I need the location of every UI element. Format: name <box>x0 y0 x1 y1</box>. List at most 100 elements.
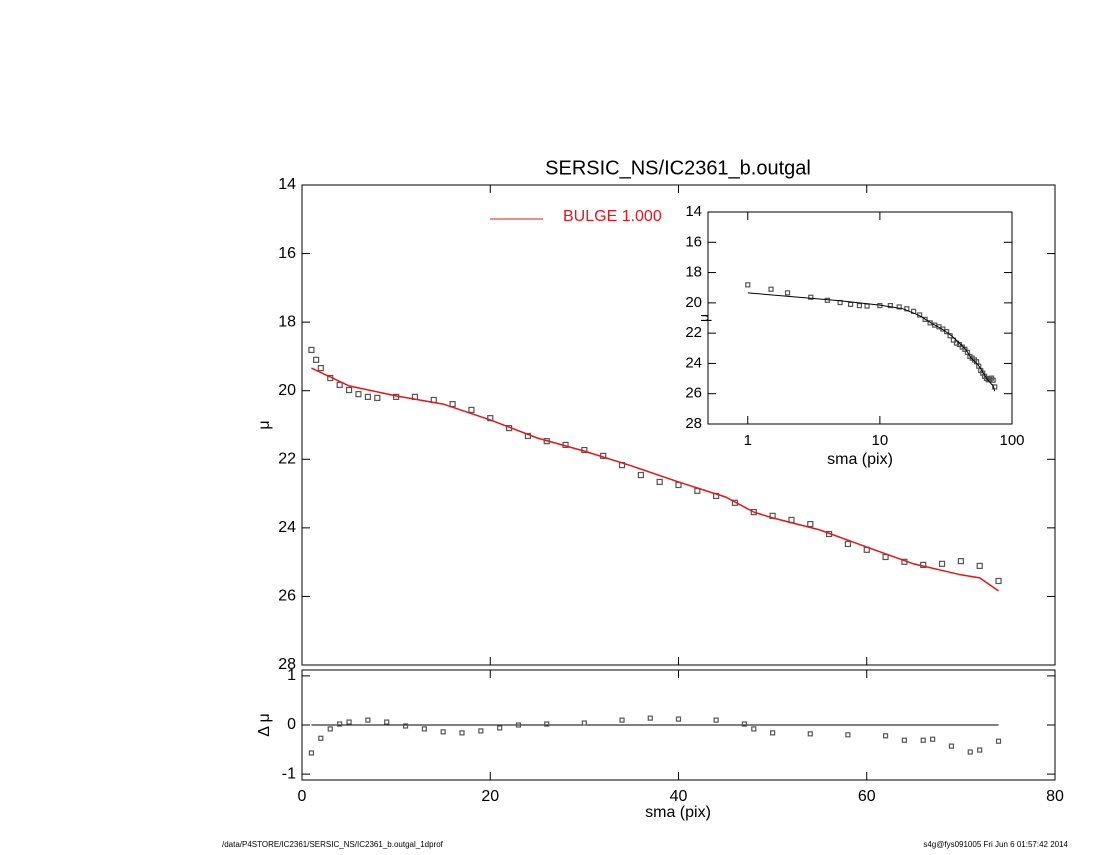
x-tick-label: 10 <box>872 432 889 449</box>
y-label: μ <box>256 420 273 429</box>
data-point <box>675 481 682 489</box>
x-tick-label: 100 <box>999 432 1024 449</box>
data-point <box>374 394 381 402</box>
data-point <box>887 302 893 309</box>
data-point <box>440 729 446 735</box>
data-point <box>327 726 333 732</box>
y-tick-label: 24 <box>278 519 296 536</box>
data-point <box>995 577 1002 585</box>
data-point <box>346 719 352 725</box>
data-point <box>656 478 663 486</box>
y-tick-label: -1 <box>282 765 296 782</box>
y-tick-label: 18 <box>278 313 296 330</box>
model-line <box>747 292 996 392</box>
data-point <box>992 384 998 390</box>
data-point <box>976 562 983 570</box>
inset-frame <box>707 211 1013 425</box>
data-point <box>336 381 343 388</box>
y-tick-label: 16 <box>685 233 702 250</box>
data-point <box>355 391 362 398</box>
y-tick-label: 22 <box>278 451 296 468</box>
y-tick-label: 1 <box>287 667 296 684</box>
data-point <box>637 471 644 479</box>
data-point <box>882 733 889 739</box>
y-tick-label: 22 <box>685 324 702 341</box>
data-point <box>957 558 964 565</box>
data-point <box>313 356 320 363</box>
data-point <box>581 720 587 726</box>
inset-y-label: μ <box>696 314 712 322</box>
data-point <box>365 717 371 723</box>
data-point <box>713 717 719 723</box>
data-point <box>807 731 813 737</box>
data-point <box>948 743 955 749</box>
data-point <box>856 302 863 309</box>
data-point <box>647 715 653 721</box>
x-tick-label: 1 <box>744 432 752 449</box>
data-point <box>847 301 854 307</box>
data-point <box>308 346 315 354</box>
data-point <box>515 722 522 728</box>
y-tick-label: 24 <box>685 354 702 371</box>
data-point <box>384 719 390 725</box>
y-tick-label: 14 <box>685 203 702 220</box>
model-line <box>311 367 999 592</box>
y-tick-label: 26 <box>278 588 296 605</box>
footer-right: s4g@fys091005 Fri Jun 6 01:57:42 2014 <box>923 840 1068 849</box>
data-point <box>922 316 928 322</box>
data-point <box>544 721 550 727</box>
y-tick-label: 0 <box>287 716 296 733</box>
x-tick-label: 60 <box>858 788 876 805</box>
data-point <box>421 726 427 732</box>
x-tick-label: 0 <box>298 788 307 805</box>
y-tick-label: 20 <box>278 382 296 399</box>
data-point <box>844 540 852 548</box>
data-point <box>478 728 484 734</box>
data-point <box>807 520 814 528</box>
data-point <box>459 730 465 736</box>
data-point <box>402 723 409 729</box>
data-point <box>745 282 751 288</box>
data-point <box>944 329 950 335</box>
data-point <box>977 747 983 753</box>
legend-label: BULGE 1.000 <box>563 208 662 225</box>
y-tick-label: 18 <box>685 264 702 281</box>
data-point <box>741 721 747 727</box>
data-point <box>845 732 851 738</box>
data-point <box>308 750 315 756</box>
data-point <box>317 364 324 372</box>
data-point <box>750 508 757 516</box>
x-tick-label: 20 <box>481 788 499 805</box>
data-point <box>967 749 973 755</box>
y-tick-label: 26 <box>685 385 702 402</box>
data-point <box>938 560 946 567</box>
data-point <box>751 726 757 732</box>
residual-y-label: Δ μ <box>256 713 273 736</box>
data-point <box>768 286 774 292</box>
data-point <box>449 400 456 408</box>
y-tick-label: 28 <box>278 656 296 673</box>
data-point <box>770 730 776 736</box>
y-tick-label: 14 <box>278 176 296 193</box>
data-point <box>675 716 682 722</box>
x-label: sma (pix) <box>645 804 711 821</box>
data-point <box>337 721 343 727</box>
data-point <box>901 737 908 743</box>
y-tick-label: 28 <box>685 415 702 432</box>
data-point <box>882 553 889 561</box>
chart-title: SERSIC_NS/IC2361_b.outgal <box>545 157 811 179</box>
data-point <box>345 386 353 394</box>
x-tick-label: 80 <box>1046 788 1064 805</box>
data-point <box>364 393 371 400</box>
data-point <box>808 294 814 300</box>
data-point <box>619 717 625 723</box>
footer-left: /data/P4STORE/IC2361/SERSIC_NS/IC2361_b.… <box>222 840 444 849</box>
data-point <box>318 735 324 741</box>
data-point <box>896 304 902 310</box>
data-point <box>497 725 503 731</box>
y-tick-label: 20 <box>685 294 702 311</box>
data-point <box>953 340 960 346</box>
data-point <box>990 377 996 383</box>
x-tick-label: 40 <box>670 788 688 805</box>
